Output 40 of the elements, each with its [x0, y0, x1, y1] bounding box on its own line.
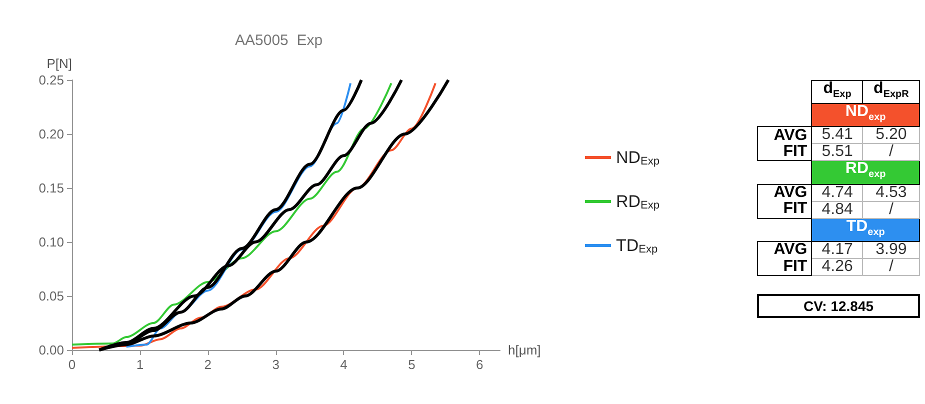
text: /	[862, 200, 920, 218]
text: TD$_{exp}$	[812, 218, 920, 242]
x-tick-label: 4	[340, 357, 348, 372]
text: CV: 12.845	[757, 294, 920, 318]
text: RD$_{exp}$	[812, 160, 920, 184]
text: /	[862, 143, 920, 161]
text: 4.53	[862, 184, 920, 202]
x-tick-label: 0	[68, 357, 76, 372]
text: 4.26	[812, 258, 863, 276]
x-tick-label: 1	[136, 357, 144, 372]
text: FIT	[758, 143, 812, 161]
chart-title: AA5005 Exp	[235, 32, 323, 49]
text: AVG	[758, 241, 812, 258]
text: AVG	[758, 184, 812, 202]
y-tick-label: 0.20	[38, 126, 64, 142]
text: 3.99	[862, 240, 920, 258]
text: 5.51	[812, 143, 863, 161]
x-axis-title: h[μm]	[508, 342, 541, 358]
y-tick-label: 0.15	[38, 180, 64, 196]
text: 4.17	[812, 240, 863, 258]
text: ND$_{exp}$	[812, 103, 920, 127]
x-tick-label: 6	[476, 357, 484, 372]
x-tick-label: 3	[272, 357, 280, 372]
text: d$_{ExpR}$	[862, 80, 920, 104]
text: /	[862, 258, 920, 276]
text: 5.41	[812, 126, 863, 144]
y-tick-label: 0.05	[38, 288, 64, 304]
y-tick-label: 0.10	[38, 234, 64, 250]
y-tick-label: 0.25	[38, 72, 64, 88]
x-tick-label: 5	[408, 357, 416, 372]
text: 4.74	[812, 184, 863, 202]
y-tick-label: 0.00	[38, 342, 64, 358]
text: 4.84	[812, 200, 863, 218]
text: 5.20	[862, 126, 920, 144]
text: AVG	[758, 126, 812, 144]
text: d$_{Exp}$	[812, 80, 863, 104]
x-tick-label: 2	[204, 357, 212, 372]
text: FIT	[758, 200, 812, 218]
y-axis-title: P[N]	[46, 56, 72, 71]
text: FIT	[758, 258, 812, 276]
